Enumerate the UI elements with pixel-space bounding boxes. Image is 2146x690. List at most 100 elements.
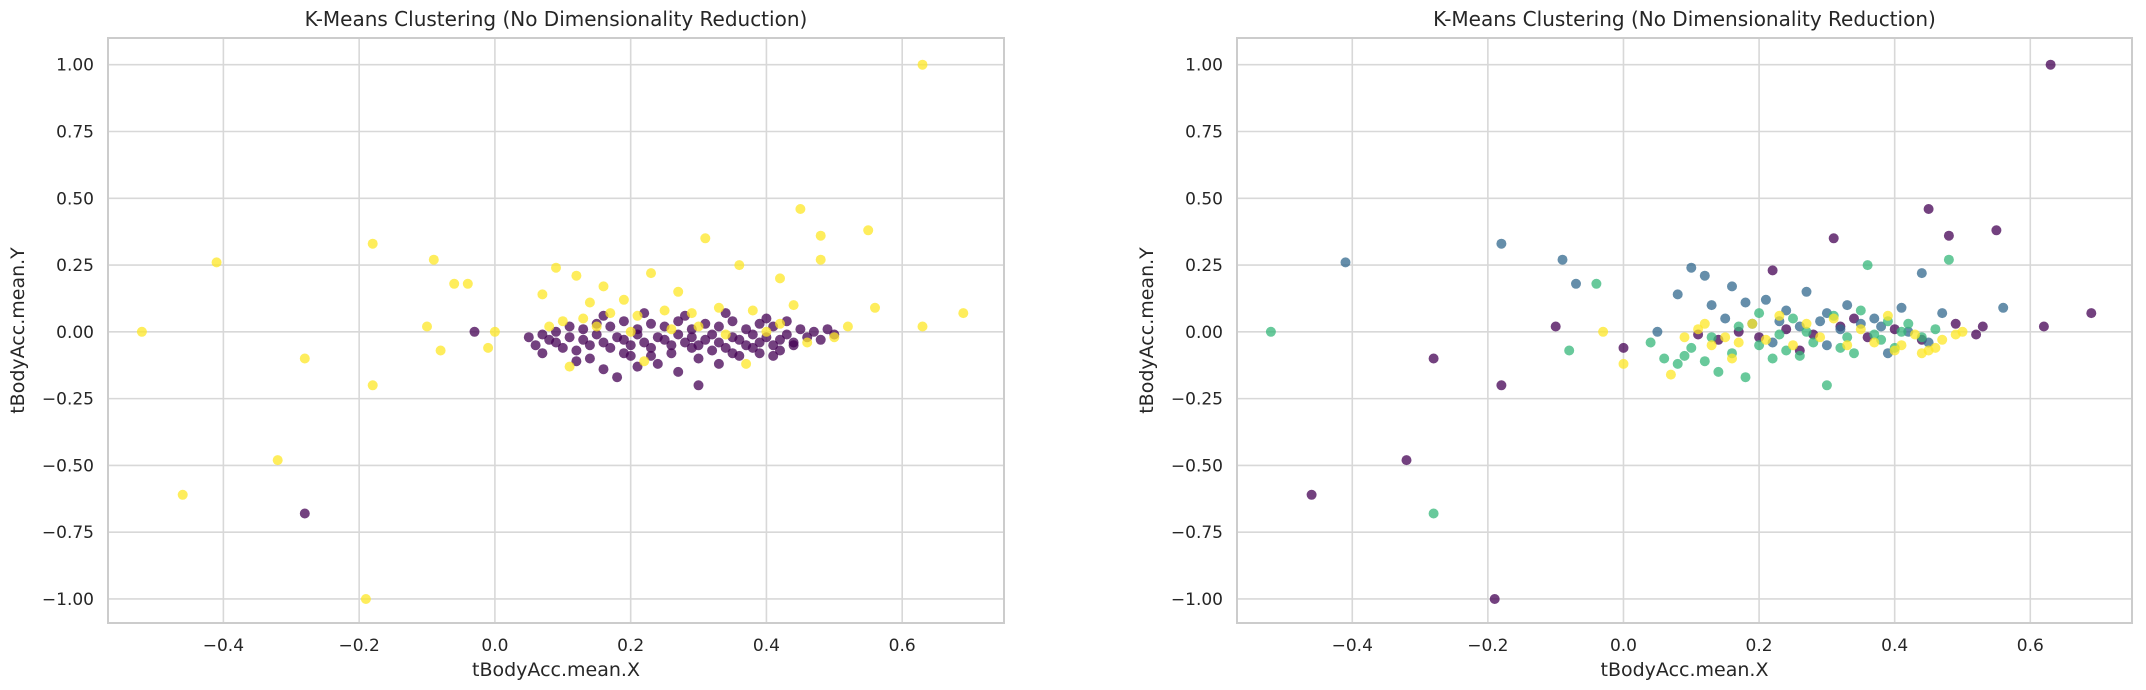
- data-point: [666, 348, 677, 359]
- data-point: [551, 337, 561, 348]
- data-point: [1679, 350, 1690, 361]
- x-axis-label: tBodyAcc.mean.X: [1601, 659, 1769, 681]
- x-tick-label: −0.4: [203, 636, 244, 656]
- data-point: [557, 342, 568, 353]
- data-point: [713, 337, 724, 348]
- data-point: [428, 254, 439, 265]
- data-point: [489, 326, 500, 337]
- x-tick-label: 0.4: [753, 636, 780, 656]
- data-point: [1489, 594, 1500, 604]
- data-point: [775, 273, 785, 284]
- data-point: [646, 318, 656, 329]
- data-point: [1849, 348, 1859, 359]
- data-point: [1767, 265, 1778, 276]
- data-point: [1733, 337, 1744, 348]
- data-point: [686, 342, 697, 353]
- data-point: [686, 308, 697, 319]
- data-point: [1699, 356, 1710, 367]
- data-point: [1869, 337, 1880, 348]
- data-point: [1896, 340, 1907, 351]
- data-point: [1943, 230, 1954, 241]
- data-point: [700, 233, 711, 244]
- data-point: [1754, 340, 1765, 351]
- data-point: [1903, 318, 1914, 329]
- data-point: [564, 321, 575, 332]
- data-point: [462, 278, 473, 289]
- data-point: [551, 326, 561, 337]
- data-point: [917, 59, 928, 70]
- data-point: [1679, 332, 1690, 343]
- data-point: [1957, 326, 1968, 337]
- data-point: [571, 270, 582, 281]
- data-point: [1428, 353, 1439, 364]
- data-point: [612, 372, 623, 383]
- data-point: [571, 345, 582, 356]
- data-point: [1801, 286, 1812, 297]
- data-point: [1862, 260, 1873, 271]
- data-point: [1788, 313, 1798, 324]
- data-point: [1815, 316, 1826, 327]
- data-point: [1265, 326, 1276, 337]
- y-tick-label: −0.50: [1171, 456, 1223, 476]
- data-point: [1747, 318, 1758, 329]
- plot-frame: [1236, 37, 2133, 624]
- x-tick-label: −0.2: [1467, 636, 1508, 656]
- tick-labels: −0.4 −0.2 0.0 0.2 0.4 0.6 −1.00 −0.75 −0.50 −0.25…: [42, 56, 916, 656]
- data-point: [680, 337, 690, 348]
- data-point: [1828, 313, 1839, 324]
- data-point: [1855, 324, 1866, 335]
- data-point: [449, 278, 460, 289]
- data-point: [1855, 305, 1866, 316]
- data-point: [659, 305, 670, 316]
- data-point: [1815, 332, 1826, 343]
- data-point: [842, 321, 853, 332]
- data-point: [1923, 337, 1934, 348]
- data-point: [1876, 321, 1887, 332]
- data-point: [1672, 289, 1683, 300]
- data-point: [2038, 321, 2049, 332]
- scatter-panel-left: −0.4 −0.2 0.0 0.2 0.4 0.6 −1.00 −0.75 −0.50 −0.25…: [7, 7, 1005, 681]
- x-axis-label: tBodyAcc.mean.X: [472, 659, 640, 681]
- data-point: [1550, 321, 1561, 332]
- data-point: [2086, 308, 2097, 319]
- data-point: [1781, 324, 1792, 335]
- data-point: [625, 326, 636, 337]
- data-point: [1598, 326, 1609, 337]
- data-point: [720, 329, 731, 340]
- data-point: [1916, 268, 1927, 279]
- data-point: [598, 364, 609, 375]
- data-point: [652, 358, 663, 369]
- data-point: [713, 358, 724, 369]
- data-point: [211, 257, 222, 268]
- data-point: [483, 342, 494, 353]
- data-point: [768, 340, 779, 351]
- data-point: [1943, 254, 1954, 265]
- data-point: [537, 348, 548, 359]
- data-point: [693, 380, 704, 391]
- data-point: [1781, 345, 1792, 356]
- data-point: [673, 316, 684, 327]
- y-tick-label: 1.00: [1185, 56, 1223, 76]
- data-point: [713, 302, 724, 313]
- data-point: [537, 289, 548, 300]
- data-point: [1849, 313, 1859, 324]
- y-axis-label: tBodyAcc.mean.Y: [1136, 247, 1158, 414]
- data-point: [618, 316, 629, 327]
- data-point: [578, 324, 589, 335]
- data-point: [530, 340, 541, 351]
- data-point: [272, 455, 283, 466]
- data-point: [1306, 489, 1317, 500]
- data-point: [435, 345, 446, 356]
- y-tick-label: −1.00: [42, 590, 94, 610]
- data-point: [639, 337, 650, 348]
- data-point: [775, 334, 785, 345]
- scatter-points: [1265, 59, 2097, 604]
- data-point: [822, 324, 833, 335]
- data-point: [727, 348, 738, 359]
- data-point: [1428, 508, 1439, 519]
- x-tick-label: −0.2: [339, 636, 380, 656]
- data-point: [1652, 326, 1663, 337]
- data-point: [360, 594, 371, 604]
- data-point: [1937, 334, 1948, 345]
